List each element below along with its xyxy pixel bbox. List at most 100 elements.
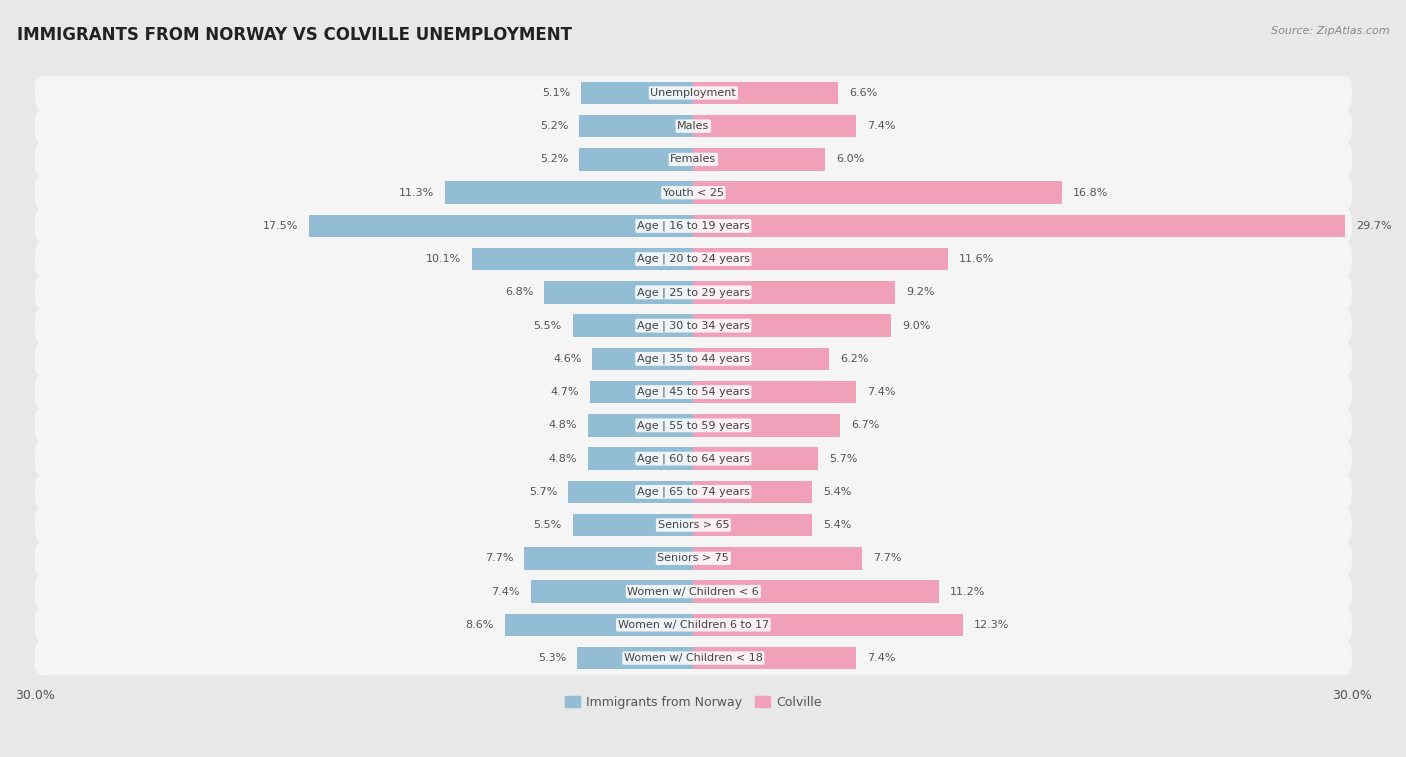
FancyBboxPatch shape [35, 408, 1351, 443]
Text: Age | 20 to 24 years: Age | 20 to 24 years [637, 254, 749, 264]
Text: 12.3%: 12.3% [974, 620, 1010, 630]
Text: Source: ZipAtlas.com: Source: ZipAtlas.com [1271, 26, 1389, 36]
Bar [446, 182, 693, 204]
Bar [693, 481, 811, 503]
Text: 6.8%: 6.8% [505, 288, 533, 298]
Text: 7.7%: 7.7% [873, 553, 901, 563]
FancyBboxPatch shape [35, 341, 1351, 376]
Text: 5.7%: 5.7% [529, 487, 557, 497]
Bar [505, 613, 693, 636]
Text: 16.8%: 16.8% [1073, 188, 1108, 198]
FancyBboxPatch shape [35, 475, 1351, 509]
Text: 9.0%: 9.0% [901, 321, 931, 331]
Bar [592, 347, 693, 370]
Text: 7.7%: 7.7% [485, 553, 513, 563]
FancyBboxPatch shape [35, 608, 1351, 642]
Bar [693, 381, 856, 403]
FancyBboxPatch shape [35, 541, 1351, 575]
Bar [572, 514, 693, 537]
FancyBboxPatch shape [35, 640, 1351, 675]
Text: Age | 60 to 64 years: Age | 60 to 64 years [637, 453, 749, 464]
Bar [588, 414, 693, 437]
Text: 5.4%: 5.4% [823, 487, 851, 497]
Text: Age | 30 to 34 years: Age | 30 to 34 years [637, 320, 749, 331]
Text: Seniors > 65: Seniors > 65 [658, 520, 730, 530]
Bar [693, 613, 963, 636]
Bar [693, 115, 856, 138]
FancyBboxPatch shape [35, 575, 1351, 609]
Bar [544, 281, 693, 304]
Text: Youth < 25: Youth < 25 [662, 188, 724, 198]
Text: 10.1%: 10.1% [426, 254, 461, 264]
Text: Age | 55 to 59 years: Age | 55 to 59 years [637, 420, 749, 431]
Bar [693, 148, 825, 171]
Bar [471, 248, 693, 270]
Text: Age | 45 to 54 years: Age | 45 to 54 years [637, 387, 749, 397]
Bar [591, 381, 693, 403]
Bar [588, 447, 693, 470]
FancyBboxPatch shape [35, 241, 1351, 276]
Text: Unemployment: Unemployment [651, 88, 737, 98]
Bar [582, 82, 693, 104]
FancyBboxPatch shape [35, 109, 1351, 144]
FancyBboxPatch shape [35, 441, 1351, 476]
FancyBboxPatch shape [35, 176, 1351, 210]
Text: Females: Females [671, 154, 717, 164]
Bar [693, 214, 1346, 237]
Bar [693, 447, 818, 470]
Text: 11.2%: 11.2% [950, 587, 986, 597]
Text: 11.3%: 11.3% [399, 188, 434, 198]
Text: 6.7%: 6.7% [852, 420, 880, 431]
Text: Males: Males [678, 121, 710, 131]
Bar [693, 514, 811, 537]
Text: 11.6%: 11.6% [959, 254, 994, 264]
Text: Seniors > 75: Seniors > 75 [658, 553, 730, 563]
Text: 5.7%: 5.7% [830, 453, 858, 463]
FancyBboxPatch shape [35, 308, 1351, 343]
Bar [693, 182, 1062, 204]
Bar [693, 581, 939, 603]
Text: 4.8%: 4.8% [548, 453, 576, 463]
Text: 17.5%: 17.5% [263, 221, 298, 231]
Text: 7.4%: 7.4% [492, 587, 520, 597]
Bar [693, 248, 948, 270]
FancyBboxPatch shape [35, 76, 1351, 111]
Bar [572, 314, 693, 337]
Text: 4.8%: 4.8% [548, 420, 576, 431]
Bar [693, 82, 838, 104]
Bar [524, 547, 693, 569]
Text: 4.6%: 4.6% [553, 354, 582, 364]
Bar [693, 646, 856, 669]
Text: 6.6%: 6.6% [849, 88, 877, 98]
Text: Age | 16 to 19 years: Age | 16 to 19 years [637, 220, 749, 231]
FancyBboxPatch shape [35, 275, 1351, 310]
Legend: Immigrants from Norway, Colville: Immigrants from Norway, Colville [560, 690, 827, 714]
Text: 6.2%: 6.2% [841, 354, 869, 364]
Text: Women w/ Children 6 to 17: Women w/ Children 6 to 17 [617, 620, 769, 630]
Text: 6.0%: 6.0% [837, 154, 865, 164]
Bar [693, 547, 862, 569]
Bar [309, 214, 693, 237]
FancyBboxPatch shape [35, 508, 1351, 542]
FancyBboxPatch shape [35, 209, 1351, 243]
Text: 29.7%: 29.7% [1357, 221, 1392, 231]
Bar [579, 148, 693, 171]
Bar [693, 414, 841, 437]
Text: IMMIGRANTS FROM NORWAY VS COLVILLE UNEMPLOYMENT: IMMIGRANTS FROM NORWAY VS COLVILLE UNEMP… [17, 26, 572, 45]
FancyBboxPatch shape [35, 142, 1351, 176]
Text: 5.3%: 5.3% [538, 653, 567, 663]
Text: 7.4%: 7.4% [866, 653, 896, 663]
Bar [568, 481, 693, 503]
Text: 5.5%: 5.5% [533, 321, 561, 331]
Text: 7.4%: 7.4% [866, 121, 896, 131]
Text: 5.4%: 5.4% [823, 520, 851, 530]
Text: Women w/ Children < 6: Women w/ Children < 6 [627, 587, 759, 597]
Bar [693, 347, 830, 370]
Text: 5.2%: 5.2% [540, 121, 568, 131]
Bar [693, 281, 896, 304]
Text: Age | 25 to 29 years: Age | 25 to 29 years [637, 287, 749, 298]
Text: 9.2%: 9.2% [907, 288, 935, 298]
Bar [531, 581, 693, 603]
Text: 5.1%: 5.1% [543, 88, 571, 98]
Text: Age | 35 to 44 years: Age | 35 to 44 years [637, 354, 749, 364]
